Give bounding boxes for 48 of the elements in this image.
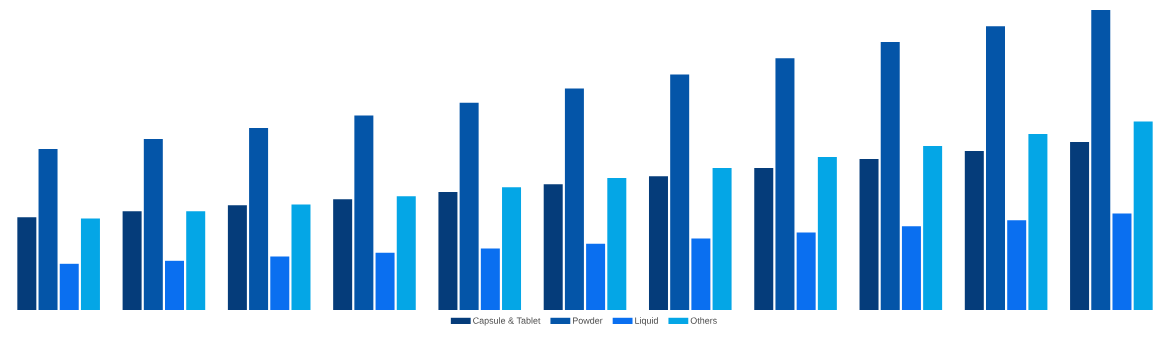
legend-label: Capsule & Tablet <box>473 317 541 326</box>
bar <box>712 168 732 310</box>
bar <box>480 248 500 310</box>
bar <box>670 74 690 310</box>
bar <box>691 238 711 310</box>
bar <box>648 176 668 310</box>
legend-label: Liquid <box>635 317 658 326</box>
legend-label: Others <box>690 317 717 324</box>
bar <box>396 196 416 310</box>
bar <box>270 256 290 310</box>
bar <box>122 211 142 310</box>
bar <box>291 204 311 310</box>
bar <box>607 178 627 310</box>
bar <box>186 211 206 310</box>
bar <box>1070 142 1090 310</box>
bar <box>59 263 79 310</box>
bar <box>964 151 984 310</box>
bar <box>986 26 1005 310</box>
bar <box>564 88 584 310</box>
bar <box>333 199 353 310</box>
bar <box>543 184 563 310</box>
bar <box>17 217 37 310</box>
bar <box>1091 10 1111 310</box>
bar <box>227 205 247 310</box>
bar <box>775 58 795 310</box>
bar <box>1112 213 1132 310</box>
legend-label: Powder <box>573 317 603 324</box>
bar <box>817 157 837 310</box>
bar <box>923 145 943 310</box>
bar <box>459 102 479 310</box>
bar <box>375 252 395 310</box>
bar <box>859 159 879 310</box>
bar <box>1133 121 1153 310</box>
bar <box>502 187 522 310</box>
bar <box>80 218 100 310</box>
bar <box>754 168 774 310</box>
bar <box>586 243 606 310</box>
bar <box>38 148 58 310</box>
bar <box>143 139 163 310</box>
bar <box>901 226 921 310</box>
bar <box>438 192 458 310</box>
bar <box>880 42 900 310</box>
bar <box>1028 133 1048 310</box>
bar <box>796 232 816 310</box>
bar <box>249 127 269 310</box>
bar <box>354 115 374 310</box>
bar <box>165 260 185 310</box>
bar <box>1007 220 1027 310</box>
